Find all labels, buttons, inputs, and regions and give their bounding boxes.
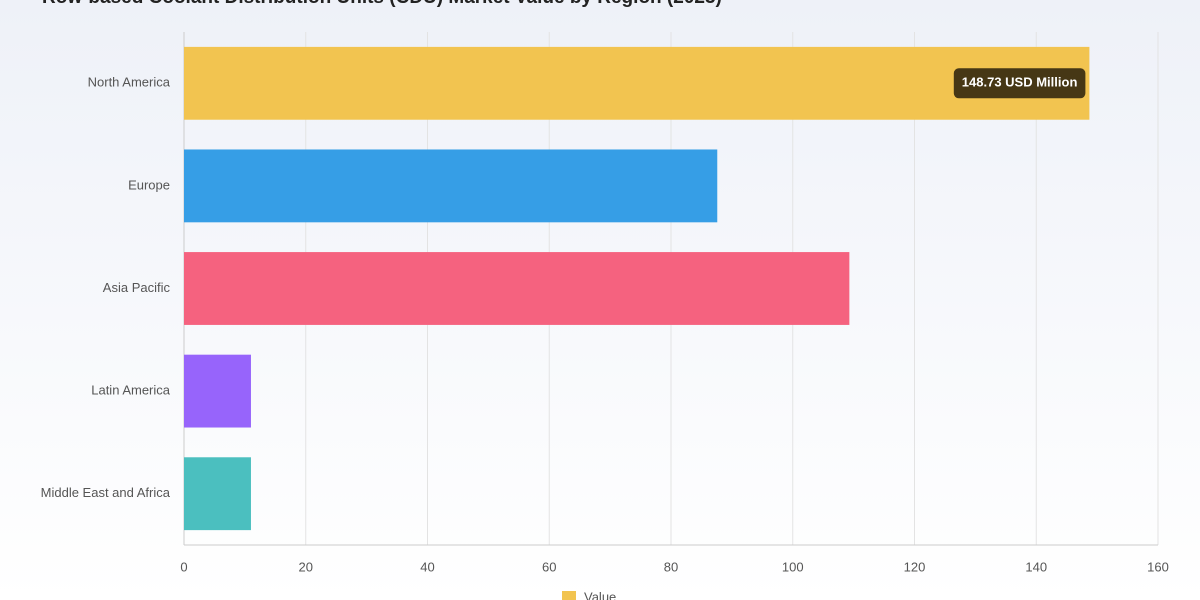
x-tick-label: 0 — [180, 559, 187, 574]
tooltip: 148.73 USD Million — [953, 68, 1086, 99]
chart-title: Row-based Coolant Distribution Units (CD… — [42, 0, 722, 8]
bar — [184, 46, 1090, 120]
y-tick-label: North America — [88, 75, 171, 90]
y-tick-label: Europe — [128, 177, 170, 192]
y-tick-label: Asia Pacific — [103, 280, 171, 295]
x-tick-label: 40 — [420, 559, 434, 574]
x-tick-label: 160 — [1147, 559, 1169, 574]
bar — [184, 457, 251, 531]
y-tick-label: Middle East and Africa — [41, 485, 171, 500]
x-tick-label: 120 — [904, 559, 926, 574]
x-tick-label: 140 — [1025, 559, 1047, 574]
x-tick-label: 20 — [299, 559, 313, 574]
x-tick-label: 60 — [542, 559, 556, 574]
bar — [184, 149, 718, 223]
x-tick-label: 80 — [664, 559, 678, 574]
legend-swatch — [562, 591, 576, 600]
y-tick-label: Latin America — [91, 383, 171, 398]
x-tick-label: 100 — [782, 559, 804, 574]
tooltip-text: 148.73 USD Million — [962, 75, 1078, 90]
legend-label: Value — [584, 589, 616, 600]
bar — [184, 354, 251, 428]
bar — [184, 252, 850, 325]
tooltip-box — [953, 68, 1086, 99]
